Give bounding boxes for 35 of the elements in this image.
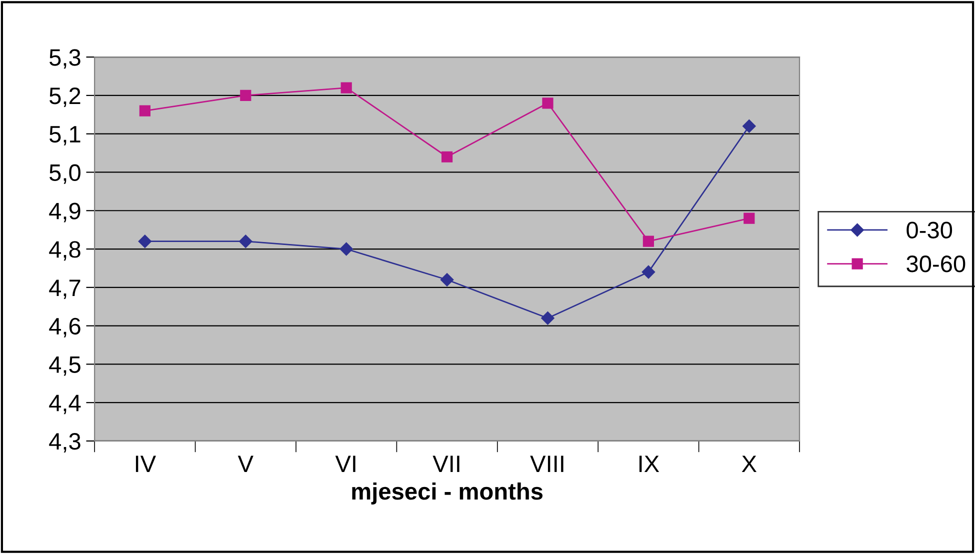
x-axis-title: mjeseci - months <box>352 482 543 504</box>
point <box>138 234 152 248</box>
y-tick-label: 4,8 <box>49 241 80 261</box>
x-tick-label: V <box>238 456 254 472</box>
x-tick-label: IV <box>136 456 156 472</box>
point <box>642 265 656 279</box>
x-tick-label: X <box>742 456 757 472</box>
y-tick-label: 5,3 <box>50 49 80 69</box>
y-tick-label: 4,5 <box>49 356 80 376</box>
point <box>239 234 252 248</box>
y-tick-label: 4,7 <box>49 280 80 299</box>
x-tick-label: VIII <box>530 456 564 472</box>
point <box>440 273 454 286</box>
point <box>642 236 654 247</box>
legend-label: 30-60 <box>906 256 966 272</box>
x-tick-label: VII <box>432 456 460 472</box>
x-tick-label: IX <box>639 456 660 472</box>
point <box>340 82 352 94</box>
point <box>441 151 453 162</box>
point <box>340 242 353 256</box>
y-tick-label: 5,1 <box>50 126 80 146</box>
y-tick-label: 5,2 <box>50 88 80 108</box>
legend-label: 0-30 <box>906 222 952 238</box>
point <box>139 105 150 116</box>
point <box>541 312 554 325</box>
point <box>742 120 756 133</box>
x-tick-label: VI <box>335 456 356 472</box>
point <box>240 90 252 102</box>
point <box>744 212 755 224</box>
y-tick-label: 4,9 <box>49 202 80 222</box>
y-tick-label: 5,0 <box>50 164 80 184</box>
y-tick-label: 4,4 <box>49 394 81 414</box>
y-tick-label: 4,3 <box>49 433 80 453</box>
y-tick-label: 4,6 <box>49 318 80 338</box>
point <box>542 98 554 109</box>
